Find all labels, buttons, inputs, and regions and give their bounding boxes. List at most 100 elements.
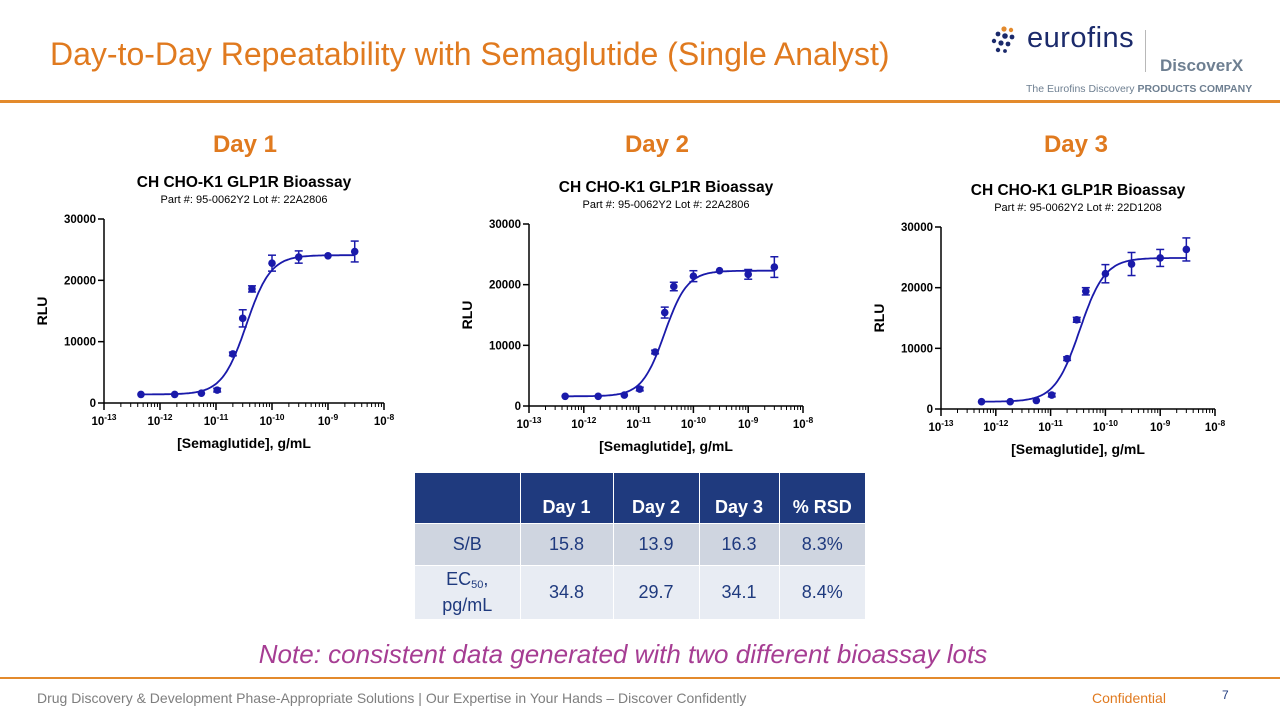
- y-tick-label: 0: [927, 404, 933, 416]
- data-point: [1101, 269, 1110, 278]
- data-point: [1063, 354, 1071, 363]
- y-tick-label: 20000: [901, 283, 933, 295]
- x-tick-label: 10-8: [374, 412, 395, 428]
- chart-day1: CH CHO-K1 GLP1R Bioassay Part #: 95-0062Y…: [34, 174, 394, 451]
- data-point: [268, 259, 276, 267]
- x-tick-label: 10-9: [738, 415, 759, 431]
- data-point: [1006, 397, 1014, 406]
- y-axis-label: RLU: [871, 304, 887, 333]
- x-tick-label: 10-9: [1150, 418, 1171, 434]
- eurofins-discoverx-logo: eurofins DiscoverX The Eurofins Discover…: [990, 22, 1252, 100]
- table-cell: 34.8: [520, 564, 614, 619]
- data-point: [635, 385, 644, 393]
- x-tick-label: 10-12: [571, 415, 596, 431]
- ec-comma: ,: [483, 569, 489, 590]
- data-point: [229, 350, 237, 358]
- table-cell: 29.7: [613, 564, 700, 619]
- data-point: [670, 282, 678, 291]
- chart-title: CH CHO-K1 GLP1R Bioassay: [559, 179, 774, 196]
- data-point: [977, 397, 986, 406]
- table-row-label: EC50, pg/mL: [415, 564, 521, 619]
- data-point: [1072, 316, 1081, 324]
- logo-tagline: The Eurofins Discovery PRODUCTS COMPANY: [1026, 83, 1252, 95]
- table-cell: 8.3%: [779, 522, 865, 565]
- y-tick-label: 30000: [901, 222, 933, 234]
- x-tick-label: 10-9: [318, 412, 339, 428]
- slide-title: Day-to-Day Repeatability with Semaglutid…: [50, 36, 890, 72]
- logo-separator: [1145, 30, 1146, 72]
- day3-label: Day 3: [1043, 131, 1109, 158]
- data-point: [1032, 396, 1041, 405]
- fit-curve: [141, 254, 355, 396]
- x-axis-label: [Semaglutide], g/mL: [1011, 441, 1145, 457]
- footer-tagline: Drug Discovery & Development Phase-Appro…: [37, 690, 747, 706]
- logo-wordmark: eurofins: [1027, 22, 1135, 54]
- table-cell: 15.8: [520, 522, 614, 565]
- data-point: [620, 391, 629, 399]
- x-tick-label: 10-10: [1093, 418, 1118, 434]
- x-axis-label: [Semaglutide], g/mL: [177, 435, 311, 451]
- y-tick-label: 30000: [489, 219, 521, 231]
- table-header-cell: Day 2: [613, 473, 700, 523]
- confidential-label: Confidential: [1092, 690, 1166, 706]
- title-divider: [0, 100, 1280, 103]
- data-point: [137, 390, 145, 399]
- chart-day2: CH CHO-K1 GLP1R Bioassay Part #: 95-0062Y…: [459, 179, 813, 454]
- logo-brand: DiscoverX: [1160, 56, 1244, 75]
- x-tick-label: 10-12: [983, 418, 1008, 434]
- table-header-cell: % RSD: [779, 473, 865, 523]
- x-tick-label: 10-12: [147, 412, 172, 428]
- data-point: [170, 390, 179, 399]
- y-axis-label: RLU: [459, 301, 475, 330]
- repeatability-table: Day 1 Day 2 Day 3 % RSD S/B 15.8 13.9 16…: [415, 473, 865, 619]
- data-point: [248, 285, 256, 293]
- y-axis-label: RLU: [34, 297, 50, 326]
- y-tick-label: 10000: [489, 340, 521, 352]
- table-row: S/B 15.8 13.9 16.3 8.3%: [415, 522, 865, 565]
- chart-subtitle: Part #: 95-0062Y2 Lot #: 22D1208: [994, 202, 1162, 214]
- data-point: [660, 308, 669, 317]
- data-point: [1127, 260, 1136, 268]
- x-axis-label: [Semaglutide], g/mL: [599, 438, 733, 454]
- x-tick-label: 10-10: [681, 415, 706, 431]
- data-point: [1182, 245, 1191, 254]
- data-point: [744, 270, 752, 279]
- chart-subtitle: Part #: 95-0062Y2 Lot #: 22A2806: [583, 199, 750, 211]
- data-point: [1156, 254, 1164, 262]
- x-tick-label: 10-13: [928, 418, 953, 434]
- y-tick-label: 20000: [64, 275, 96, 287]
- data-point: [770, 263, 779, 271]
- data-point: [213, 386, 221, 394]
- x-tick-label: 10-8: [793, 415, 814, 431]
- note-text: Note: consistent data generated with two…: [258, 639, 988, 669]
- data-point: [1082, 287, 1090, 296]
- y-tick-label: 10000: [64, 337, 96, 349]
- y-tick-label: 0: [90, 398, 96, 410]
- ec-unit: pg/mL: [442, 595, 493, 616]
- data-point: [1047, 391, 1056, 399]
- ec-label: EC: [446, 569, 472, 590]
- data-point: [324, 252, 332, 260]
- data-point: [561, 392, 569, 401]
- y-tick-label: 20000: [489, 280, 521, 292]
- table-header-cell: [415, 473, 521, 523]
- eurofins-dots-icon: [991, 26, 1015, 53]
- page-number: 7: [1222, 688, 1229, 702]
- data-point: [238, 314, 247, 323]
- table-header-row: Day 1 Day 2 Day 3 % RSD: [415, 473, 865, 523]
- x-tick-label: 10-13: [91, 412, 116, 428]
- table-cell: 13.9: [613, 522, 700, 565]
- footer-divider: [0, 677, 1280, 679]
- x-tick-label: 10-8: [1205, 418, 1226, 434]
- data-point: [594, 392, 602, 401]
- chart-title: CH CHO-K1 GLP1R Bioassay: [137, 174, 352, 191]
- table-header-cell: Day 1: [520, 473, 614, 523]
- x-tick-label: 10-10: [259, 412, 284, 428]
- x-tick-label: 10-11: [626, 415, 651, 431]
- day1-label: Day 1: [212, 131, 278, 158]
- x-tick-label: 10-11: [204, 412, 229, 428]
- table-cell: 8.4%: [779, 564, 865, 619]
- y-tick-label: 0: [515, 401, 521, 413]
- day2-label: Day 2: [624, 131, 690, 158]
